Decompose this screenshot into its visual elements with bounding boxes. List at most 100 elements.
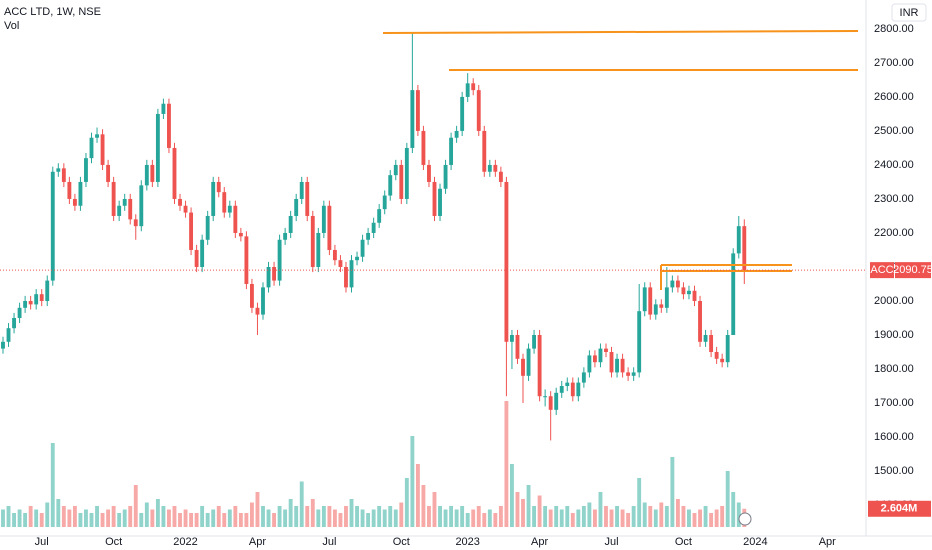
volume-bar <box>61 506 66 527</box>
candle-body <box>709 335 714 353</box>
volume-bar <box>681 506 686 527</box>
volume-bar <box>205 513 210 527</box>
candle-body <box>1 341 5 349</box>
volume-bar <box>515 492 520 527</box>
volume-bar <box>382 509 387 527</box>
candle-body <box>255 307 260 315</box>
volume-bar <box>687 509 691 527</box>
candle-body <box>189 212 194 250</box>
candle-body <box>89 137 94 159</box>
volume-bar <box>543 506 548 527</box>
candle-body <box>355 256 359 261</box>
candle-body <box>150 164 155 182</box>
candle-body <box>249 283 254 308</box>
candle-body <box>194 249 199 267</box>
volume-bar <box>34 509 39 527</box>
y-tick-label: 2800.00 <box>874 23 914 35</box>
volume-bar <box>128 506 133 527</box>
volume-bar <box>178 513 182 527</box>
candle-body <box>592 355 597 363</box>
candle-body <box>183 205 188 213</box>
candle-body <box>371 222 376 233</box>
last-price-label: 2090.75 <box>893 264 932 276</box>
x-tick-label: Jul <box>322 536 336 548</box>
candle-body <box>432 181 437 216</box>
candle-body <box>139 185 144 227</box>
volume-bar <box>133 485 138 527</box>
volume-bar <box>155 499 160 527</box>
candle-body <box>548 396 553 410</box>
currency-box[interactable] <box>891 3 927 22</box>
volume-bar <box>626 513 631 527</box>
volume-bar <box>283 509 288 527</box>
candle-body <box>17 307 22 318</box>
volume-bar <box>305 506 310 527</box>
candle-body <box>349 260 354 288</box>
volume-bar <box>28 506 33 527</box>
candle-body <box>482 130 487 172</box>
candle-body <box>731 253 736 335</box>
volume-bar <box>227 509 232 527</box>
candle-body <box>50 171 55 281</box>
candle-body <box>382 195 387 210</box>
x-tick-label: 2023 <box>455 536 479 548</box>
candle-body <box>128 198 133 220</box>
candle-body <box>6 328 11 342</box>
candle-body <box>465 83 470 97</box>
candle-body <box>344 266 348 288</box>
candle-body <box>167 103 171 148</box>
candle-body <box>581 372 586 383</box>
candle-body <box>305 181 310 216</box>
volume-bar <box>465 513 470 527</box>
volume-bar <box>56 499 61 527</box>
candle-body <box>604 348 608 353</box>
candle-body <box>72 198 77 206</box>
candle-body <box>261 287 265 315</box>
candle-body <box>725 335 730 363</box>
candle-body <box>648 287 653 315</box>
candle-body <box>631 372 636 376</box>
candle-body <box>438 188 442 216</box>
x-tick-label: Oct <box>393 536 410 548</box>
volume-bar <box>89 513 94 527</box>
candle-body <box>117 205 122 216</box>
volume-bar <box>167 509 171 527</box>
currency[interactable]: INR <box>900 7 919 19</box>
candle-body <box>95 134 99 138</box>
volume-bar <box>310 499 315 527</box>
volume-bar <box>393 509 398 527</box>
volume-bar <box>454 509 459 527</box>
volume-bar <box>233 506 238 527</box>
volume-bar <box>570 513 575 527</box>
volume-bar <box>498 506 503 527</box>
x-tick-label: Jul <box>35 536 49 548</box>
y-tick-label: 2700.00 <box>874 57 914 69</box>
volume-bar <box>438 506 442 527</box>
y-tick-label: 2000.00 <box>874 295 914 307</box>
volume-bar <box>12 513 16 527</box>
candle-body <box>393 164 398 176</box>
candle-body <box>615 358 619 373</box>
volume-bar <box>526 485 531 527</box>
candle-body <box>410 90 415 148</box>
volume-bar <box>84 509 88 527</box>
volume-bar <box>272 513 276 527</box>
volume-bar <box>471 509 476 527</box>
candle-body <box>637 311 642 373</box>
replay-icon[interactable] <box>738 512 752 526</box>
candle-body <box>360 239 365 257</box>
candle-body <box>399 164 404 199</box>
candle-body <box>504 181 509 342</box>
volume-bar <box>476 506 481 527</box>
candle-body <box>476 90 481 131</box>
volume-bar <box>67 509 72 527</box>
volume-bar <box>725 471 730 527</box>
volume-bar <box>415 464 420 527</box>
x-tick-label: Apr <box>819 536 836 548</box>
candle-body <box>111 181 116 216</box>
volume-bar <box>216 506 221 527</box>
volume-bar <box>510 464 514 527</box>
volume-bar <box>161 506 166 527</box>
candle-body <box>565 382 570 387</box>
candle-body <box>288 215 293 233</box>
